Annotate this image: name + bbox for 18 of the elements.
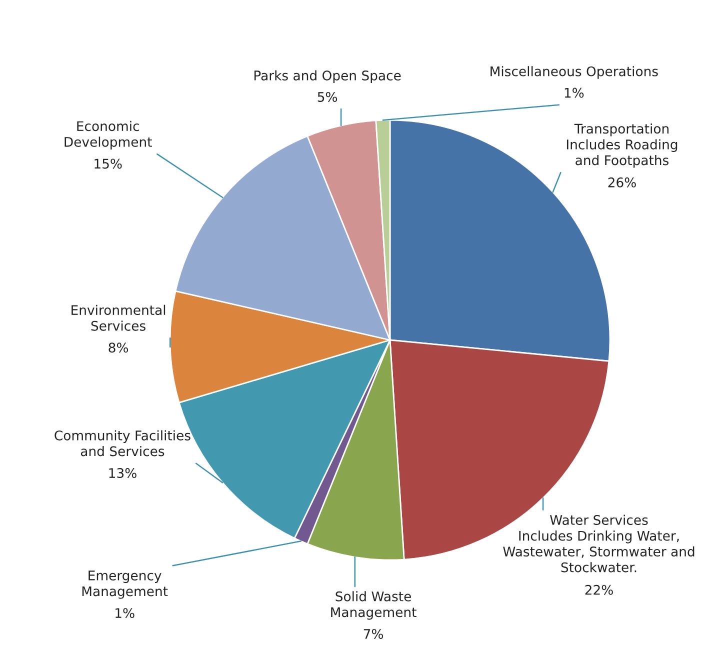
data-label: 8% [108, 342, 128, 353]
data-label: 13% [109, 468, 136, 478]
slice-label: Water Services Includes Drinking Water, Wastewater, Stormwater and Stockwater. [503, 514, 694, 572]
slice-label: Miscellaneous Operations [490, 66, 658, 79]
data-label: 22% [585, 584, 613, 595]
slice-label: Emergency Management [82, 570, 168, 599]
data-label: 15% [94, 158, 122, 169]
slice-label: Solid Waste Management [331, 591, 416, 620]
slice-label: Parks and Open Space [254, 70, 401, 84]
slice-label: Community Facilities and Services [54, 430, 190, 456]
slice-label: Environmental Services [72, 304, 166, 331]
data-label: 1% [564, 88, 584, 98]
data-label: 1% [116, 608, 134, 618]
slice-label: Economic Development [64, 120, 152, 150]
data-label: 26% [608, 177, 636, 188]
data-label: 7% [364, 628, 384, 639]
data-label: 5% [318, 92, 338, 102]
slice-label: Transportation Includes Roading and Footpaths [566, 123, 678, 168]
